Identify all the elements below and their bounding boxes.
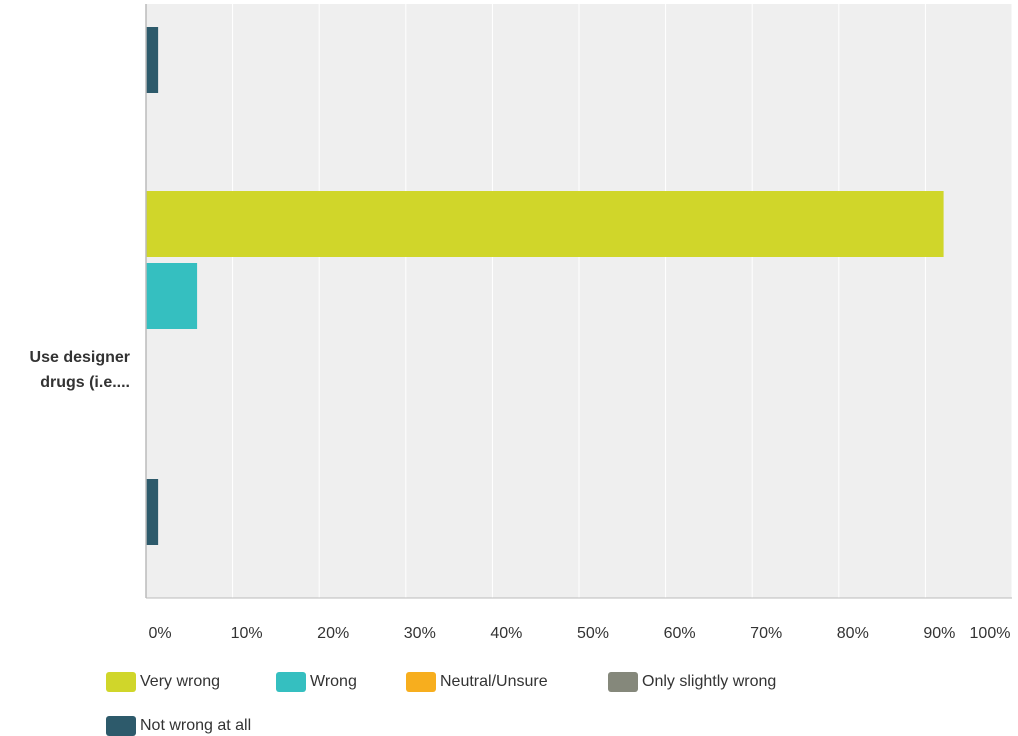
legend-swatch-wrong xyxy=(276,672,306,692)
bars xyxy=(146,27,944,545)
bar-not-wrong-at-all xyxy=(146,479,159,545)
category-label: drugs (i.e.... xyxy=(40,374,130,391)
legend: Very wrong Wrong Neutral/Unsure Only slight… xyxy=(106,672,776,736)
legend-label-very-wrong: Very wrong xyxy=(140,673,220,690)
x-tick-label: 0% xyxy=(148,625,171,642)
x-tick-label: 70% xyxy=(750,625,782,642)
category-labels: Use designer drugs (i.e.... xyxy=(30,349,130,391)
x-tick-label: 40% xyxy=(490,625,522,642)
x-tick-label: 10% xyxy=(231,625,263,642)
x-tick-label: 80% xyxy=(837,625,869,642)
legend-label-only-slightly-wrong: Only slightly wrong xyxy=(642,673,776,690)
legend-swatch-not-wrong-at-all xyxy=(106,716,136,736)
legend-label-neutral-unsure: Neutral/Unsure xyxy=(440,673,548,690)
x-tick-label: 50% xyxy=(577,625,609,642)
category-label: Use designer xyxy=(30,349,130,366)
bar-partial-top xyxy=(146,27,159,93)
legend-swatch-neutral-unsure xyxy=(406,672,436,692)
x-tick-label: 20% xyxy=(317,625,349,642)
x-tick-label: 30% xyxy=(404,625,436,642)
legend-label-not-wrong-at-all: Not wrong at all xyxy=(140,717,251,734)
legend-swatch-only-slightly-wrong xyxy=(608,672,638,692)
x-tick-label: 100% xyxy=(970,625,1011,642)
bar-very-wrong xyxy=(146,191,944,257)
x-tick-label: 60% xyxy=(664,625,696,642)
x-tick-label: 90% xyxy=(923,625,955,642)
legend-label-wrong: Wrong xyxy=(310,673,357,690)
x-tick-labels: 0% 10% 20% 30% 40% 50% 60% 70% 80% 90% 100% xyxy=(148,625,1010,642)
bar-wrong xyxy=(146,263,198,329)
gridlines xyxy=(232,4,1013,598)
legend-swatch-very-wrong xyxy=(106,672,136,692)
